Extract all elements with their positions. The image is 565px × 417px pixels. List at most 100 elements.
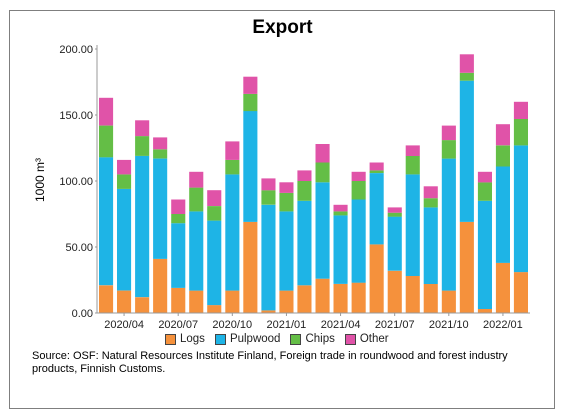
- bar-segment-chips: [207, 206, 222, 221]
- bar-segment-logs: [441, 290, 456, 313]
- x-tick-label: 2021/07: [375, 319, 415, 331]
- bar-segment-other: [117, 159, 132, 175]
- bar-segment-other: [441, 125, 456, 141]
- x-tick-label: 2021/10: [429, 319, 469, 331]
- bar-segment-pulpwood: [117, 188, 132, 291]
- bar-segment-pulpwood: [279, 211, 294, 291]
- bar-segment-pulpwood: [225, 174, 240, 291]
- bar-segment-other: [225, 141, 240, 160]
- legend-item-pulpwood: Pulpwood: [214, 333, 280, 345]
- bar-segment-pulpwood: [405, 174, 420, 276]
- legend-label: Logs: [180, 333, 205, 345]
- bar-segment-logs: [207, 305, 222, 313]
- source-note: Source: OSF: Natural Resources Institute…: [32, 350, 508, 375]
- legend-item-chips: Chips: [290, 333, 335, 345]
- bar-segment-pulpwood: [423, 207, 438, 284]
- bar-segment-chips: [405, 155, 420, 175]
- bar-segment-logs: [477, 309, 492, 313]
- legend-label: Other: [359, 333, 389, 345]
- bar-segment-pulpwood: [333, 215, 348, 284]
- bar-segment-chips: [495, 145, 510, 167]
- bar-segment-pulpwood: [351, 199, 366, 283]
- legend-swatch: [214, 333, 226, 345]
- bar-segment-other: [351, 171, 366, 181]
- bar-segment-other: [189, 171, 204, 188]
- bar-segment-other: [459, 54, 474, 73]
- bar-segment-logs: [495, 262, 510, 313]
- bar-segment-pulpwood: [261, 204, 276, 311]
- bar-segment-chips: [261, 190, 276, 205]
- bar-segment-chips: [369, 170, 384, 173]
- chart-title: Export: [252, 17, 313, 38]
- bar-segment-chips: [117, 174, 132, 189]
- bar-segment-other: [495, 124, 510, 146]
- bar-segment-other: [261, 178, 276, 191]
- bar-segment-other: [513, 101, 528, 119]
- x-tick-label: 2021/04: [321, 319, 361, 331]
- bar-segment-chips: [189, 187, 204, 212]
- bar-segment-logs: [189, 290, 204, 313]
- bar-segment-pulpwood: [99, 157, 114, 286]
- bar-segment-chips: [171, 214, 186, 224]
- bar-segment-logs: [513, 272, 528, 313]
- bar-segment-logs: [351, 282, 366, 313]
- bar-segment-logs: [117, 290, 132, 313]
- chart-legend: Logs Pulpwood Chips Other: [165, 333, 389, 345]
- legend-swatch: [290, 333, 302, 345]
- bar-segment-chips: [351, 181, 366, 200]
- bar-segment-logs: [261, 310, 276, 313]
- x-tick-label: 2020/07: [158, 319, 198, 331]
- bar-segment-chips: [459, 72, 474, 81]
- bar-segment-other: [171, 199, 186, 214]
- bar-segment-chips: [477, 182, 492, 201]
- bar-segment-chips: [297, 181, 312, 201]
- bar-segment-chips: [279, 192, 294, 212]
- bar-segment-other: [387, 207, 402, 213]
- bar-segment-chips: [513, 119, 528, 146]
- bar-segment-other: [135, 120, 150, 137]
- bar-segment-logs: [225, 290, 240, 313]
- bar-segment-other: [369, 162, 384, 171]
- bar-segment-pulpwood: [297, 200, 312, 286]
- bar-segment-other: [153, 137, 168, 150]
- y-axis-label: 1000 m³: [33, 158, 47, 202]
- bar-segment-logs: [369, 244, 384, 313]
- bar-segment-other: [279, 182, 294, 193]
- bar-segment-logs: [333, 284, 348, 313]
- bar-segment-chips: [315, 162, 330, 183]
- bar-segment-pulpwood: [513, 145, 528, 273]
- x-tick-label: 2020/10: [212, 319, 252, 331]
- bar-segment-pulpwood: [477, 200, 492, 309]
- legend-item-logs: Logs: [165, 333, 205, 345]
- bar-segment-logs: [171, 287, 186, 313]
- y-tick-label: 0.00: [72, 308, 93, 320]
- y-tick-label: 150.00: [59, 110, 93, 122]
- x-tick-label: 2021/01: [267, 319, 307, 331]
- bar-segment-pulpwood: [459, 80, 474, 222]
- y-tick-label: 100.00: [59, 176, 93, 188]
- bar-segment-pulpwood: [135, 155, 150, 298]
- bar-segment-chips: [225, 159, 240, 175]
- bar-segment-other: [315, 144, 330, 163]
- bar-segment-pulpwood: [171, 223, 186, 288]
- bar-segment-logs: [459, 221, 474, 313]
- bar-segment-pulpwood: [369, 173, 384, 245]
- bar-segment-logs: [387, 270, 402, 313]
- bar-segment-pulpwood: [207, 220, 222, 306]
- bar-segment-pulpwood: [441, 158, 456, 291]
- bar-segment-logs: [135, 297, 150, 313]
- bar-segment-chips: [441, 140, 456, 159]
- bar-segment-other: [405, 145, 420, 156]
- legend-label: Chips: [305, 333, 335, 345]
- bar-segment-chips: [333, 211, 348, 216]
- y-tick-label: 200.00: [59, 44, 93, 56]
- bar-segment-logs: [243, 221, 258, 313]
- bar-segment-chips: [99, 125, 114, 158]
- x-tick-label: 2020/04: [104, 319, 144, 331]
- bar-segment-chips: [153, 149, 168, 159]
- x-tick-label: 2022/01: [483, 319, 523, 331]
- bar-segment-other: [99, 97, 114, 126]
- bar-segment-logs: [315, 278, 330, 313]
- bar-segment-pulpwood: [189, 211, 204, 291]
